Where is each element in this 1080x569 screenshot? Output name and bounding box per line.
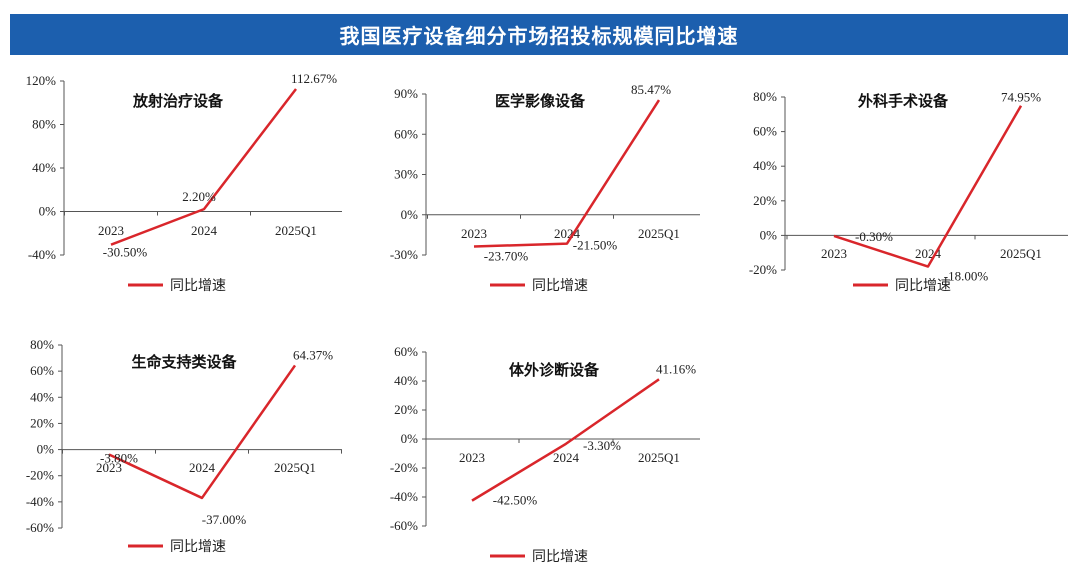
legend-label: 同比增速 [532, 549, 588, 565]
chart-title: 医学影像设备 [495, 92, 586, 110]
x-tick-label: 2024 [554, 226, 581, 241]
series-line [473, 99, 661, 248]
y-tick-label: 60% [753, 124, 777, 139]
y-tick-label: 20% [30, 415, 54, 430]
data-label: 2.20% [182, 189, 216, 204]
x-tick-label: 2023 [98, 223, 124, 238]
y-tick-label: 60% [30, 363, 54, 378]
y-tick-label: -40% [390, 489, 418, 504]
y-tick-label: 0% [401, 207, 419, 222]
y-tick-label: 40% [753, 158, 777, 173]
data-label: -18.00% [944, 269, 989, 284]
page-title: 我国医疗设备细分市场招投标规模同比增速 [10, 14, 1068, 55]
y-tick-label: -20% [749, 262, 777, 277]
chart-panel-2: -30% 0% 30% 60% 90% 2023 2024 2025Q1 -23.70% -21.… [390, 82, 700, 294]
x-tick-label: 2024 [915, 246, 942, 261]
y-tick-label: 90% [394, 86, 418, 101]
y-tick-label: 80% [32, 117, 56, 132]
y-tick-label: -40% [26, 494, 54, 509]
chart-panel-5: -60% -40% -20% 0% 20% 40% 60% 2023 2024 2025Q1 -42… [390, 344, 700, 565]
y-tick-label: 60% [394, 344, 418, 359]
chart-legend: 同比增速 [128, 278, 226, 294]
x-tick-label: 2023 [821, 246, 847, 261]
chart-legend: 同比增速 [490, 278, 588, 294]
series-line [108, 364, 297, 500]
x-tick-label: 2023 [96, 460, 122, 475]
y-tick-label: 60% [394, 126, 418, 141]
data-label: -23.70% [484, 249, 529, 264]
y-tick-label: 30% [394, 167, 418, 182]
data-label: -42.50% [493, 493, 538, 508]
y-tick-label: 0% [760, 227, 778, 242]
legend-label: 同比增速 [170, 539, 226, 555]
data-label: 85.47% [631, 82, 671, 97]
x-tick-label: 2025Q1 [638, 450, 680, 465]
chart-panel-4: -60% -40% -20% 0% 20% 40% 60% 80% 2023 2024 2025Q1… [26, 337, 342, 555]
data-label: -21.50% [573, 238, 618, 253]
chart-panel-3: -20% 0% 20% 40% 60% 80% 2023 2024 2025Q1 -0.30% -1… [749, 89, 1068, 294]
y-tick-label: 0% [37, 442, 55, 457]
y-tick-label: -60% [26, 520, 54, 535]
chart-title: 体外诊断设备 [509, 361, 600, 379]
data-label: 74.95% [1001, 90, 1041, 105]
y-tick-label: 40% [394, 373, 418, 388]
y-tick-label: 80% [30, 337, 54, 352]
chart-legend: 同比增速 [128, 539, 226, 555]
data-label: 64.37% [293, 347, 333, 362]
y-tick-label: -30% [390, 247, 418, 262]
x-tick-label: 2025Q1 [275, 223, 317, 238]
data-label: 112.67% [291, 71, 337, 86]
data-label: -30.50% [103, 245, 148, 260]
x-tick-label: 2023 [461, 226, 487, 241]
x-tick-label: 2025Q1 [1000, 246, 1042, 261]
chart-title: 放射治疗设备 [132, 92, 224, 110]
data-label: -0.30% [855, 229, 893, 244]
data-label: -3.80% [100, 451, 138, 466]
chart-panel-1: -40% 0% 40% 80% 120% 2023 2024 2025Q1 -30.50% 2.2… [26, 71, 342, 294]
y-tick-label: -60% [390, 518, 418, 533]
legend-label: 同比增速 [170, 278, 226, 294]
data-label: 41.16% [656, 361, 696, 376]
y-tick-label: 120% [26, 73, 57, 88]
data-label: -3.30% [583, 438, 621, 453]
chart-title: 外科手术设备 [857, 92, 949, 110]
y-tick-label: 20% [753, 193, 777, 208]
y-tick-label: -20% [26, 468, 54, 483]
x-tick-label: 2023 [459, 450, 485, 465]
chart-legend: 同比增速 [853, 278, 951, 294]
x-tick-label: 2025Q1 [274, 460, 316, 475]
y-tick-label: 20% [394, 402, 418, 417]
y-tick-label: 40% [30, 389, 54, 404]
legend-label: 同比增速 [895, 278, 951, 294]
y-tick-label: 0% [401, 431, 419, 446]
x-tick-label: 2024 [189, 460, 216, 475]
x-tick-label: 2024 [553, 450, 580, 465]
series-line [110, 88, 297, 246]
x-tick-label: 2025Q1 [638, 226, 680, 241]
chart-title: 生命支持类设备 [131, 353, 237, 371]
data-label: -37.00% [202, 512, 247, 527]
y-tick-label: -40% [28, 247, 56, 262]
y-tick-label: 0% [39, 204, 57, 219]
legend-label: 同比增速 [532, 278, 588, 294]
y-tick-label: -20% [390, 460, 418, 475]
y-tick-label: 80% [753, 89, 777, 104]
x-tick-label: 2024 [191, 223, 218, 238]
y-tick-label: 40% [32, 160, 56, 175]
chart-legend: 同比增速 [490, 549, 588, 565]
series-line [471, 378, 660, 502]
